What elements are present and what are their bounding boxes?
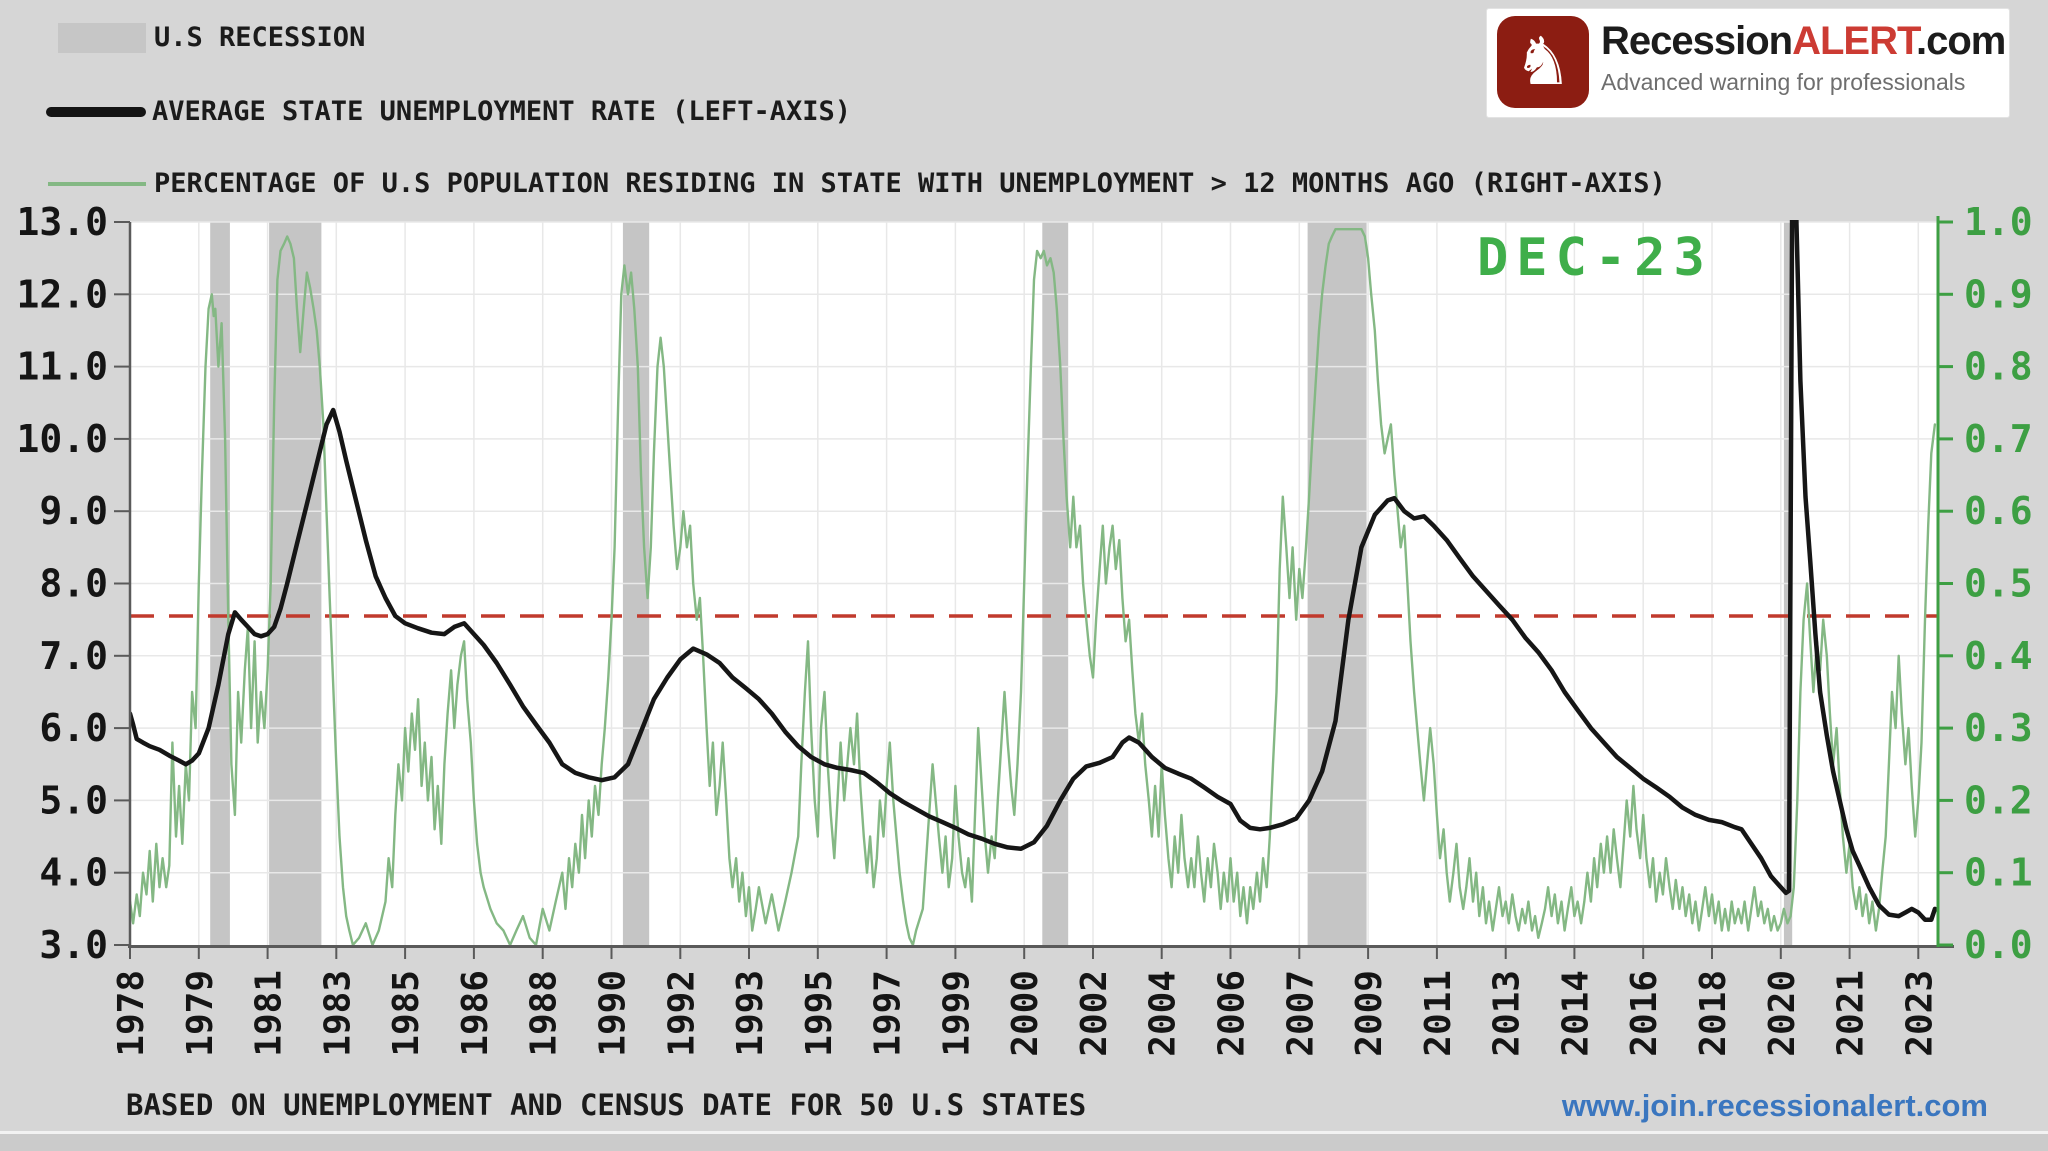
- right-axis-label: 0.7: [1964, 417, 2033, 461]
- x-axis-label: 2016: [1624, 970, 1665, 1057]
- x-axis-label: 1992: [661, 970, 702, 1057]
- latest-date-annotation: DEC-23: [1477, 228, 1713, 288]
- x-axis-label: 1993: [730, 970, 771, 1057]
- x-axis-label: 1979: [180, 970, 221, 1057]
- right-axis-label: 0.2: [1964, 778, 2033, 822]
- left-axis-label: 7.0: [39, 634, 108, 678]
- unemployment-series-line: [130, 220, 1938, 922]
- right-axis-label: 1.0: [1964, 200, 2033, 244]
- x-axis-label: 1999: [936, 970, 977, 1057]
- x-axis-label: 1981: [249, 970, 290, 1057]
- x-axis-label: 2020: [1762, 970, 1803, 1057]
- x-axis-label: 2011: [1418, 970, 1459, 1057]
- left-axis-label: 6.0: [39, 706, 108, 750]
- footer-note: BASED ON UNEMPLOYMENT AND CENSUS DATE FO…: [126, 1088, 1087, 1122]
- left-axis-label: 3.0: [39, 923, 108, 967]
- bottom-strip: [0, 1134, 2048, 1151]
- x-axis-label: 1986: [455, 970, 496, 1057]
- logo-title-suffix: .com: [1916, 19, 2006, 63]
- right-axis-label: 0.8: [1964, 345, 2033, 389]
- left-axis-label: 9.0: [39, 489, 108, 533]
- legend-label-recession: U.S RECESSION: [154, 22, 366, 53]
- bottom-divider: [0, 1131, 2048, 1134]
- logo-text: RecessionALERT.com Advanced warning for …: [1601, 19, 2006, 96]
- x-axis-label: 1997: [868, 970, 909, 1057]
- x-axis-label: 1983: [317, 970, 358, 1057]
- logo-tagline: Advanced warning for professionals: [1601, 69, 1966, 95]
- x-axis-label: 1978: [111, 970, 152, 1057]
- left-axis-label: 5.0: [39, 778, 108, 822]
- recessionalert-logo[interactable]: ♞ RecessionALERT.com Advanced warning fo…: [1486, 8, 2010, 118]
- knight-chess-icon: ♞: [1497, 16, 1589, 108]
- left-axis-label: 8.0: [39, 562, 108, 606]
- x-axis-label: 2021: [1831, 970, 1872, 1057]
- x-axis-label: 1990: [593, 970, 634, 1057]
- left-axis-label: 11.0: [16, 345, 108, 389]
- x-axis-label: 2002: [1074, 970, 1115, 1057]
- x-axis-label: 2009: [1349, 970, 1390, 1057]
- x-axis-label: 1988: [524, 970, 565, 1057]
- legend-label-unemployment: AVERAGE STATE UNEMPLOYMENT RATE (LEFT-AX…: [152, 96, 851, 127]
- legend-item-recession: U.S RECESSION: [58, 22, 365, 53]
- legend-item-unemployment: AVERAGE STATE UNEMPLOYMENT RATE (LEFT-AX…: [46, 96, 851, 127]
- right-axis-label: 0.4: [1964, 634, 2033, 678]
- x-axis-label: 2014: [1555, 970, 1596, 1057]
- logo-title: RecessionALERT.com: [1601, 19, 2006, 64]
- population-series-line: [130, 227, 1937, 947]
- recession-swatch: [58, 22, 146, 53]
- left-axis-label: 4.0: [39, 851, 108, 895]
- footer-website-link[interactable]: www.join.recessionalert.com: [1561, 1088, 1988, 1123]
- knight-glyph: ♞: [1513, 23, 1573, 100]
- x-axis-label: 2000: [1005, 970, 1046, 1057]
- unemployment-line-swatch: [46, 106, 146, 117]
- right-axis-label: 0.5: [1964, 562, 2033, 606]
- x-axis-label: 2007: [1280, 970, 1321, 1057]
- x-axis-label: 1985: [386, 970, 427, 1057]
- x-axis-label: 2006: [1212, 970, 1253, 1057]
- left-axis-label: 13.0: [16, 200, 108, 244]
- right-axis-label: 0.0: [1964, 923, 2033, 967]
- population-line-swatch: [48, 181, 146, 186]
- x-axis-label: 2004: [1143, 970, 1184, 1057]
- left-axis-label: 12.0: [16, 272, 108, 316]
- x-axis-label: 2018: [1693, 970, 1734, 1057]
- x-axis-label: 2023: [1899, 970, 1940, 1057]
- x-axis-label: 2013: [1487, 970, 1528, 1057]
- logo-title-prefix: Recession: [1601, 19, 1793, 63]
- right-axis-label: 0.3: [1964, 706, 2033, 750]
- logo-title-highlight: ALERT: [1792, 19, 1917, 63]
- left-axis-label: 10.0: [16, 417, 108, 461]
- legend-label-population: PERCENTAGE OF U.S POPULATION RESIDING IN…: [154, 168, 1666, 199]
- x-axis-label: 1995: [799, 970, 840, 1057]
- right-axis-label: 0.6: [1964, 489, 2033, 533]
- right-axis-label: 0.1: [1964, 851, 2033, 895]
- legend-item-population: PERCENTAGE OF U.S POPULATION RESIDING IN…: [48, 168, 1666, 199]
- right-axis-label: 0.9: [1964, 272, 2033, 316]
